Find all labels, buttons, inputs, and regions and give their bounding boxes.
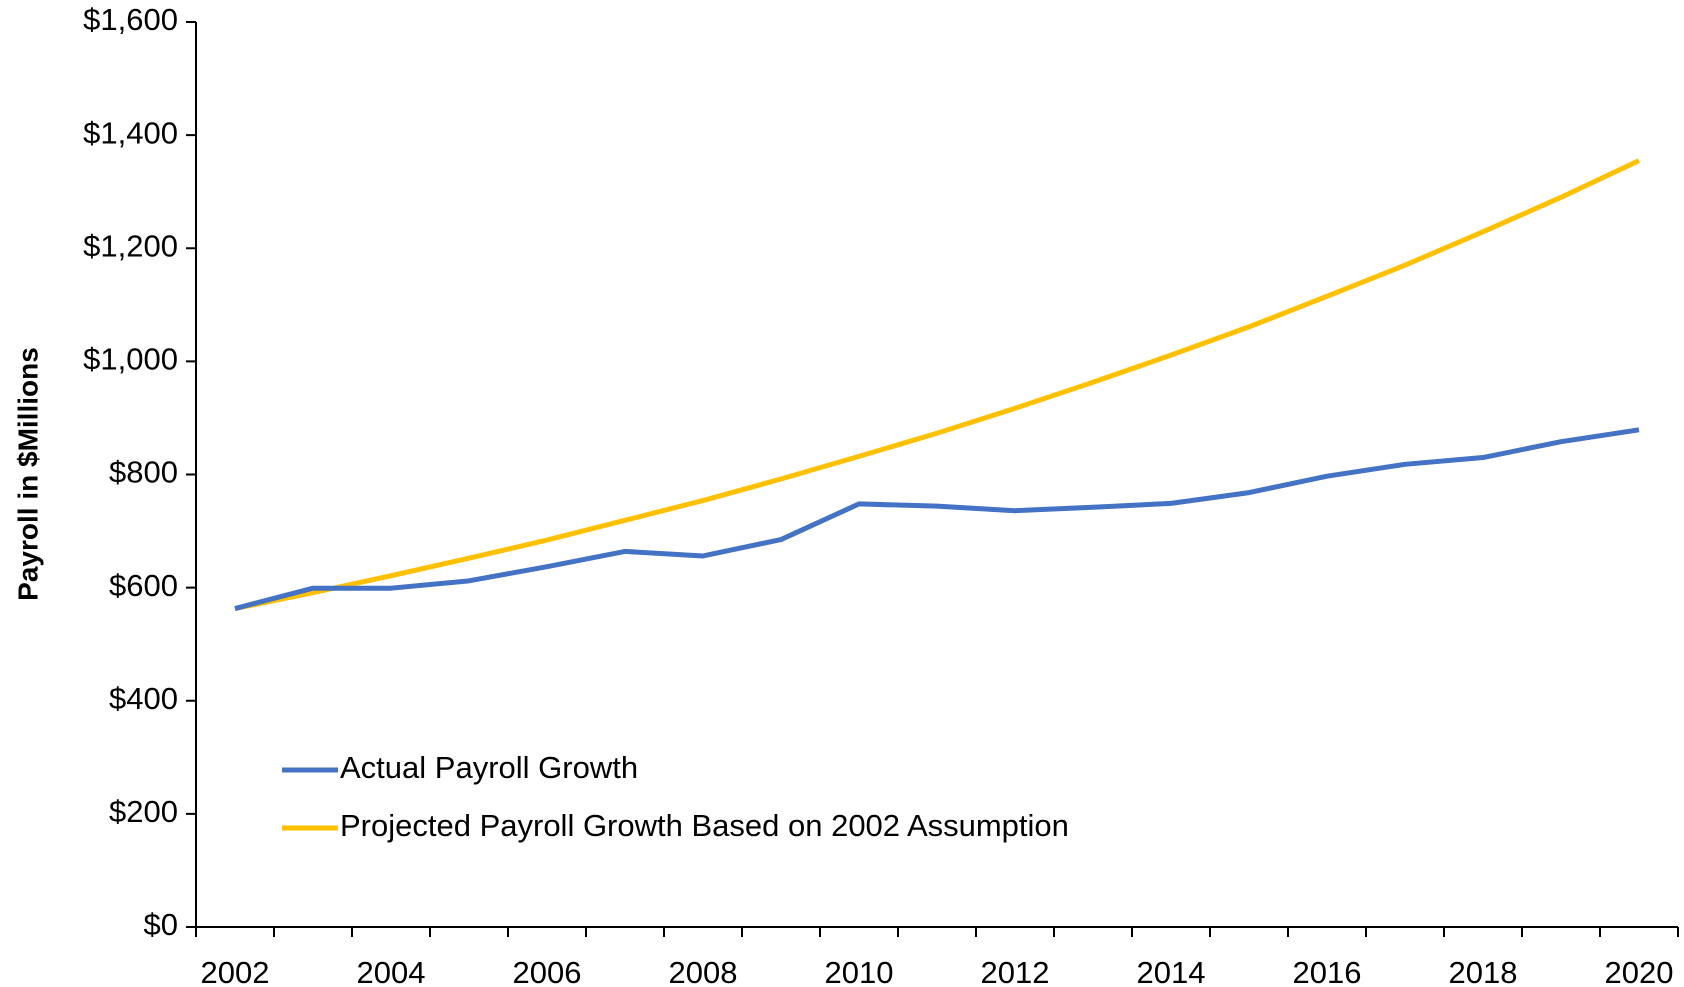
- y-tick-label: $200: [109, 794, 178, 829]
- legend-label: Projected Payroll Growth Based on 2002 A…: [340, 808, 1069, 843]
- x-tick-label: 2002: [201, 955, 270, 987]
- x-tick-label: 2012: [981, 955, 1050, 987]
- y-axis-label: Payroll in $Millions: [12, 347, 43, 601]
- y-tick-label: $400: [109, 681, 178, 716]
- x-tick-label: 2018: [1449, 955, 1518, 987]
- y-tick-label: $1,200: [83, 228, 178, 263]
- legend-label: Actual Payroll Growth: [340, 750, 638, 785]
- x-tick-label: 2006: [513, 955, 582, 987]
- x-tick-label: 2016: [1293, 955, 1362, 987]
- x-tick-label: 2010: [825, 955, 894, 987]
- x-tick-label: 2004: [357, 955, 426, 987]
- series-line: [234, 427, 1640, 611]
- x-tick-label: 2014: [1137, 955, 1206, 987]
- y-tick-label: $0: [144, 907, 178, 942]
- y-tick-label: $1,400: [83, 115, 178, 150]
- y-tick-label: $600: [109, 568, 178, 603]
- y-tick-label: $1,000: [83, 342, 178, 377]
- x-tick-label: 2008: [669, 955, 738, 987]
- y-tick-label: $800: [109, 455, 178, 490]
- x-tick-label: 2020: [1605, 955, 1674, 987]
- y-tick-label: $1,600: [83, 2, 178, 37]
- series-line: [234, 158, 1641, 612]
